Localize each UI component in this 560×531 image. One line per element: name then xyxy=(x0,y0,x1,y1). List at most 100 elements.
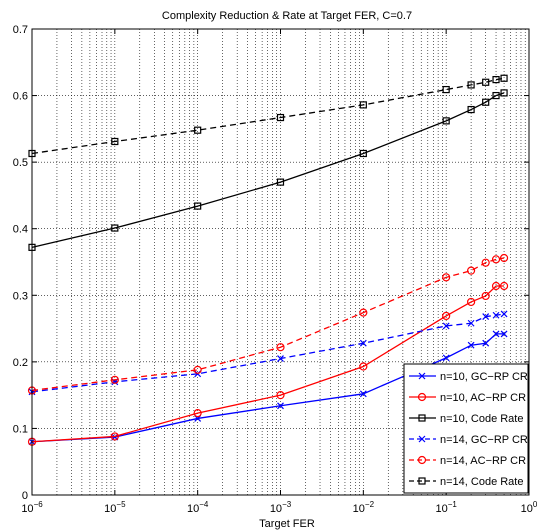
data-point-circle-marker xyxy=(359,362,368,371)
data-point-circle-marker xyxy=(276,391,285,400)
x-tick-label: 10−4 xyxy=(187,500,209,515)
x-axis-title: Target FER xyxy=(259,518,315,530)
series-2 xyxy=(27,281,509,446)
data-point-circle-marker xyxy=(442,273,451,282)
data-point-square-marker xyxy=(418,477,426,485)
data-point-circle-marker xyxy=(499,253,509,263)
x-tick-label: 10−5 xyxy=(104,500,126,515)
data-point-x-marker xyxy=(500,310,508,318)
y-tick-label: 0.6 xyxy=(13,91,28,103)
data-point-x-marker xyxy=(482,339,490,347)
series-line xyxy=(31,77,505,155)
legend-box xyxy=(403,363,529,494)
legend-label: n=14, AC−RP CR xyxy=(440,455,526,467)
data-point-x-marker xyxy=(492,311,500,319)
legend-entry: n=10, AC−RP CR xyxy=(409,392,526,404)
data-point-square-marker xyxy=(442,117,450,125)
y-tick-label: 0.4 xyxy=(13,224,28,236)
x-tick-label: 100 xyxy=(521,500,538,515)
axis-ticks: 0 0.1 0.2 0.3 0.4 0.5 0.6 0.7 10−6 10−5 10−4 10−3 10… xyxy=(13,24,538,515)
legend: n=10, GC−RP CR n=10, AC−RP CR n=10, Code R… xyxy=(403,363,529,494)
data-point-circle-marker xyxy=(481,258,490,267)
data-point-circle-marker xyxy=(359,308,368,317)
data-point-square-marker xyxy=(467,81,475,89)
data-point-circle-marker xyxy=(491,255,501,264)
y-tick-label: 0.1 xyxy=(13,423,28,435)
legend-entry: n=14, AC−RP CR xyxy=(409,455,526,467)
series-line xyxy=(31,92,505,248)
y-tick-label: 0.5 xyxy=(13,157,28,169)
series-line xyxy=(31,257,505,392)
data-point-square-marker xyxy=(418,414,426,422)
data-point-square-marker xyxy=(194,202,202,210)
x-tick-label: 10−3 xyxy=(270,500,292,515)
data-point-square-marker xyxy=(276,113,285,122)
legend-entry: n=14, GC−RP CR xyxy=(409,434,528,446)
data-point-circle-marker xyxy=(110,375,119,384)
data-point-square-marker xyxy=(111,224,119,232)
data-point-square-marker xyxy=(467,105,475,114)
data-point-x-marker xyxy=(418,435,426,443)
series-line xyxy=(31,313,505,393)
chart-title: Complexity Reduction & Rate at Target FE… xyxy=(162,10,412,22)
data-point-circle-marker xyxy=(417,455,427,465)
data-point-square-marker xyxy=(276,178,285,186)
y-tick-label: 0 xyxy=(22,490,28,502)
data-point-square-marker xyxy=(500,74,508,82)
data-point-x-marker xyxy=(482,313,490,321)
series-group xyxy=(27,74,509,446)
data-point-x-marker xyxy=(492,330,500,338)
data-point-x-marker xyxy=(500,330,508,338)
data-point-square-marker xyxy=(194,126,202,134)
legend-entry: n=10, Code Rate xyxy=(409,413,523,425)
legend-entry: n=10, GC−RP CR xyxy=(409,371,528,383)
data-point-square-marker xyxy=(359,101,367,109)
data-point-square-marker xyxy=(482,78,490,86)
data-point-square-marker xyxy=(111,137,119,146)
data-point-circle-marker xyxy=(193,365,202,374)
y-tick-label: 0.7 xyxy=(13,24,28,36)
x-tick-label: 10−6 xyxy=(21,500,43,515)
data-point-square-marker xyxy=(500,89,508,97)
data-point-circle-marker xyxy=(442,311,451,321)
legend-label: n=14, GC−RP CR xyxy=(440,434,528,446)
data-point-square-marker xyxy=(359,149,367,158)
legend-label: n=10, GC−RP CR xyxy=(440,371,528,383)
data-point-x-marker xyxy=(418,372,426,380)
legend-label: n=14, Code Rate xyxy=(440,476,523,488)
data-point-x-marker xyxy=(442,322,450,330)
data-point-circle-marker xyxy=(193,409,202,418)
series-5 xyxy=(27,253,509,395)
data-point-circle-marker xyxy=(467,297,476,307)
y-tick-label: 0.2 xyxy=(13,357,28,369)
data-point-x-marker xyxy=(277,402,284,410)
data-point-x-marker xyxy=(467,341,475,349)
data-point-x-marker xyxy=(277,355,284,362)
data-point-x-marker xyxy=(359,339,367,347)
x-tick-label: 10−2 xyxy=(353,500,375,515)
series-line xyxy=(31,285,505,443)
data-point-circle-marker xyxy=(499,281,509,291)
data-point-circle-marker xyxy=(481,291,490,301)
data-point-x-marker xyxy=(359,390,367,398)
data-point-square-marker xyxy=(482,98,490,106)
legend-label: n=10, Code Rate xyxy=(440,413,523,425)
data-point-circle-marker xyxy=(491,281,501,291)
data-point-x-marker xyxy=(467,319,475,327)
data-point-square-marker xyxy=(492,75,500,84)
series-4 xyxy=(28,310,508,396)
x-tick-label: 10−1 xyxy=(435,500,457,515)
legend-entry: n=14, Code Rate xyxy=(409,476,523,488)
data-point-circle-marker xyxy=(110,432,119,441)
data-point-circle-marker xyxy=(276,343,285,352)
y-tick-label: 0.3 xyxy=(13,290,28,302)
data-point-square-marker xyxy=(492,91,500,100)
series-6 xyxy=(28,74,508,158)
data-point-x-marker xyxy=(442,354,450,362)
series-3 xyxy=(28,89,508,251)
data-point-circle-marker xyxy=(417,392,427,402)
legend-label: n=10, AC−RP CR xyxy=(440,392,526,404)
data-point-square-marker xyxy=(442,85,450,94)
